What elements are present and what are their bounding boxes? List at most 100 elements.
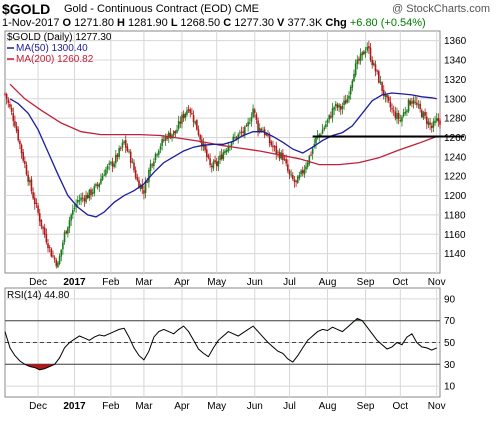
candle-body — [25, 164, 28, 175]
rsi-tick-label: 90 — [444, 294, 456, 305]
candle-body — [4, 93, 6, 95]
candle-body — [234, 137, 236, 139]
candle-body — [204, 144, 206, 151]
candle-body — [250, 117, 253, 122]
candle-body — [40, 220, 43, 227]
candle-body — [55, 259, 58, 267]
candle-body — [58, 256, 61, 264]
candle-body — [235, 137, 238, 140]
candle-body — [85, 194, 87, 203]
candle-body — [247, 121, 249, 127]
candle-body — [303, 169, 306, 175]
chart-header: $GOLD Gold - Continuous Contract (EOD) C… — [0, 0, 496, 32]
price-tick-label: 1140 — [444, 249, 466, 260]
candle-body — [81, 197, 84, 199]
price-tick-label: 1200 — [444, 191, 467, 202]
candle-body — [267, 135, 269, 137]
candle-body — [113, 163, 115, 167]
candle-body — [373, 62, 375, 66]
candle-body — [275, 145, 278, 154]
candle-body — [344, 100, 347, 104]
rsi-x-tick-label: Feb — [102, 401, 120, 412]
price-x-tick-label: Dec — [29, 277, 47, 288]
candle-body — [225, 150, 228, 152]
candle-body — [80, 197, 82, 201]
candle-body — [371, 59, 373, 66]
symbol-title: $GOLD — [2, 1, 51, 17]
candle-body — [341, 106, 344, 109]
candle-body — [88, 189, 91, 199]
candle-body — [220, 154, 223, 160]
candle-body — [103, 174, 106, 176]
candle-body — [258, 127, 261, 132]
candle-body — [29, 180, 31, 183]
candle-body — [439, 120, 441, 125]
candle-body — [283, 159, 286, 161]
candle-body — [366, 46, 369, 51]
candle-body — [407, 99, 410, 112]
candle-body — [401, 116, 403, 122]
price-x-tick-label: Sep — [357, 277, 375, 288]
candle-body — [86, 194, 89, 199]
ohlc-key-L: L — [167, 17, 181, 29]
candle-body — [12, 113, 15, 121]
candle-body — [67, 227, 69, 234]
price-x-tick-label: 2017 — [63, 277, 86, 288]
candle-body — [167, 132, 170, 139]
candle-body — [187, 109, 190, 111]
ohlc-values: O 1271.80 H 1281.90 L 1268.50 C 1277.30 … — [63, 17, 326, 29]
candle-body — [338, 104, 340, 108]
candle-body — [336, 104, 339, 108]
candle-body — [27, 174, 29, 182]
candle-body — [369, 47, 372, 61]
candle-body — [252, 108, 254, 117]
price-x-tick-label: Mar — [135, 277, 153, 288]
candle-body — [421, 110, 423, 117]
candle-body — [361, 52, 364, 56]
candle-body — [406, 110, 408, 113]
price-x-tick-label: May — [207, 277, 226, 288]
candle-body — [108, 163, 111, 165]
candle-body — [224, 150, 226, 153]
candle-body — [363, 51, 365, 55]
candle-body — [186, 110, 188, 115]
candle-body — [217, 160, 220, 167]
candle-body — [255, 114, 258, 120]
candle-body — [124, 140, 127, 148]
candle-body — [129, 151, 132, 163]
candle-body — [32, 192, 34, 199]
candle-body — [353, 73, 355, 82]
candle-body — [52, 255, 54, 257]
candle-body — [7, 99, 10, 103]
candle-body — [257, 120, 259, 132]
candle-body — [149, 163, 152, 172]
candle-body — [169, 132, 172, 138]
chart-subtitle: Gold - Continuous Contract (EOD) CME — [64, 3, 260, 15]
candle-body — [397, 113, 400, 120]
candle-body — [291, 175, 294, 180]
candle-body — [189, 109, 192, 113]
candle-body — [311, 148, 314, 154]
candle-body — [33, 197, 36, 205]
candle-body — [96, 184, 99, 187]
candle-body — [391, 108, 393, 110]
candle-body — [260, 129, 263, 131]
price-panel-frame — [4, 30, 441, 274]
candle-body — [378, 71, 380, 83]
candle-body — [196, 120, 198, 130]
legend-label: $GOLD (Daily) 1277.30 — [7, 32, 112, 43]
candle-body — [389, 101, 392, 108]
candle-body — [364, 51, 367, 54]
candle-body — [35, 202, 38, 204]
candle-body — [416, 102, 418, 105]
candle-body — [76, 200, 79, 203]
candle-body — [57, 262, 59, 268]
price-x-tick-label: Aug — [319, 277, 337, 288]
rsi-x-tick-label: Sep — [357, 401, 375, 412]
candle-body — [50, 248, 53, 257]
candle-body — [300, 170, 302, 175]
candle-body — [242, 131, 244, 133]
chg-value: +6.80 (+0.54%) — [349, 17, 426, 29]
rsi-tick-label: 30 — [444, 360, 456, 371]
